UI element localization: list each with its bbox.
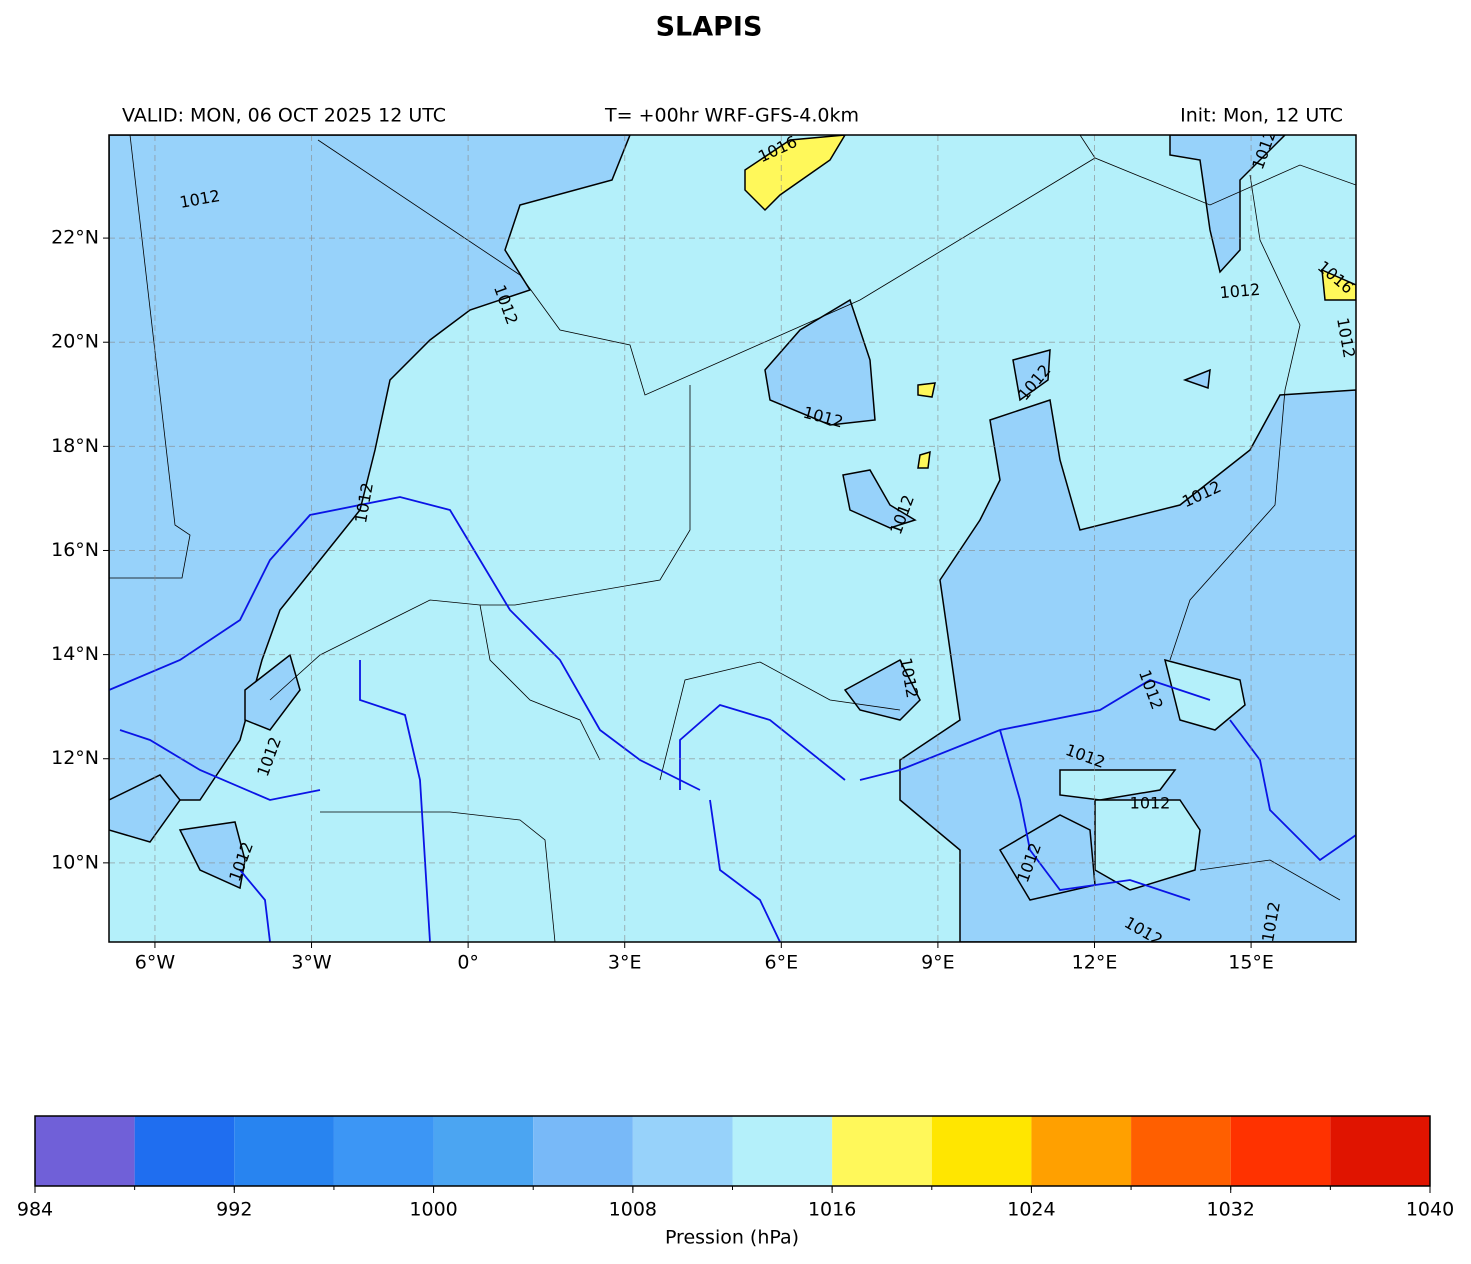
colorbar-tick-label: 1016	[808, 1199, 856, 1221]
x-tick-label: 15°E	[1228, 952, 1274, 974]
colorbar-bin	[931, 1116, 1032, 1186]
border	[109, 135, 191, 579]
river	[359, 660, 431, 942]
river	[109, 496, 701, 791]
river	[999, 729, 1191, 901]
x-tick-label: 3°W	[291, 952, 332, 974]
river	[859, 679, 1211, 781]
colorbar-bin	[1230, 1116, 1331, 1186]
pressure-band	[764, 298, 876, 426]
colorbar-tick-label: 1040	[1406, 1199, 1454, 1221]
title: SLAPIS	[656, 12, 763, 43]
river	[239, 869, 271, 942]
colorbar-label: Pression (hPa)	[665, 1227, 799, 1249]
y-tick-label: 18°N	[51, 435, 99, 457]
init-time: Init: Mon, 12 UTC	[1180, 105, 1343, 127]
colorbar-bin	[433, 1116, 534, 1186]
contour-label: 1012	[1130, 794, 1171, 813]
colorbar-bin	[234, 1116, 334, 1186]
y-tick-label: 16°N	[51, 539, 99, 561]
pressure-band	[1163, 658, 1246, 731]
border	[519, 157, 1356, 396]
river	[709, 799, 781, 942]
colorbar-tick-label: 984	[17, 1199, 53, 1221]
colorbar-bin	[1330, 1116, 1430, 1186]
run-info: T= +00hr WRF-GFS-4.0km	[604, 105, 859, 127]
border	[1169, 174, 1301, 661]
border	[1199, 859, 1341, 901]
colorbar-tick-label: 1008	[609, 1199, 657, 1221]
high-pressure	[1321, 268, 1356, 301]
high-pressure	[917, 382, 936, 398]
border	[320, 811, 556, 942]
colorbar-frame	[34, 1115, 1431, 1187]
colorbar-bin	[35, 1116, 135, 1186]
border	[317, 139, 521, 276]
pressure-band	[109, 774, 181, 843]
colorbar-bin	[832, 1116, 932, 1186]
contour-label: 1012	[1333, 316, 1359, 359]
map-frame	[108, 134, 1357, 943]
colorbar-bin	[732, 1116, 833, 1186]
pressure-band	[1059, 769, 1177, 801]
border	[1079, 135, 1096, 159]
y-tick-label: 12°N	[51, 747, 99, 769]
x-tick-label: 6°E	[765, 952, 799, 974]
colorbar-bin	[1131, 1116, 1231, 1186]
contour-label: 1012	[1219, 280, 1261, 302]
river	[119, 729, 321, 801]
colorbar-bin	[1031, 1116, 1132, 1186]
high-pressure	[744, 135, 846, 212]
pressure-band	[998, 814, 1096, 901]
valid-time: VALID: MON, 06 OCT 2025 12 UTC	[122, 105, 446, 127]
y-tick-label: 20°N	[51, 331, 99, 353]
colorbar-tick-label: 1000	[409, 1199, 457, 1221]
colorbar-bin	[632, 1116, 733, 1186]
colorbar-bin	[333, 1116, 434, 1186]
river	[1229, 719, 1356, 862]
y-tick-label: 14°N	[51, 643, 99, 665]
x-tick-label: 0°	[457, 952, 479, 974]
pressure-band	[842, 469, 917, 529]
pressure-band	[899, 389, 1356, 942]
pressure-band	[1094, 799, 1201, 891]
pressure-band	[1169, 135, 1287, 274]
border	[479, 604, 601, 761]
colorbar-tick-label: 1024	[1007, 1199, 1055, 1221]
x-tick-label: 12°E	[1072, 952, 1118, 974]
colorbar-bin	[533, 1116, 633, 1186]
pressure-band	[1012, 349, 1051, 402]
colorbar-bin	[134, 1116, 235, 1186]
pressure-band	[244, 653, 301, 731]
x-tick-label: 9°E	[921, 952, 955, 974]
x-tick-label: 6°W	[135, 952, 176, 974]
river	[679, 703, 846, 790]
pressure-band	[1182, 368, 1211, 390]
high-pressure	[917, 450, 931, 469]
border	[659, 661, 901, 781]
y-tick-label: 10°N	[51, 851, 99, 873]
colorbar-tick-label: 992	[216, 1199, 252, 1221]
y-tick-label: 22°N	[51, 227, 99, 249]
pressure-band	[109, 135, 631, 801]
colorbar-tick-label: 1032	[1207, 1199, 1255, 1221]
x-tick-label: 3°E	[608, 952, 642, 974]
